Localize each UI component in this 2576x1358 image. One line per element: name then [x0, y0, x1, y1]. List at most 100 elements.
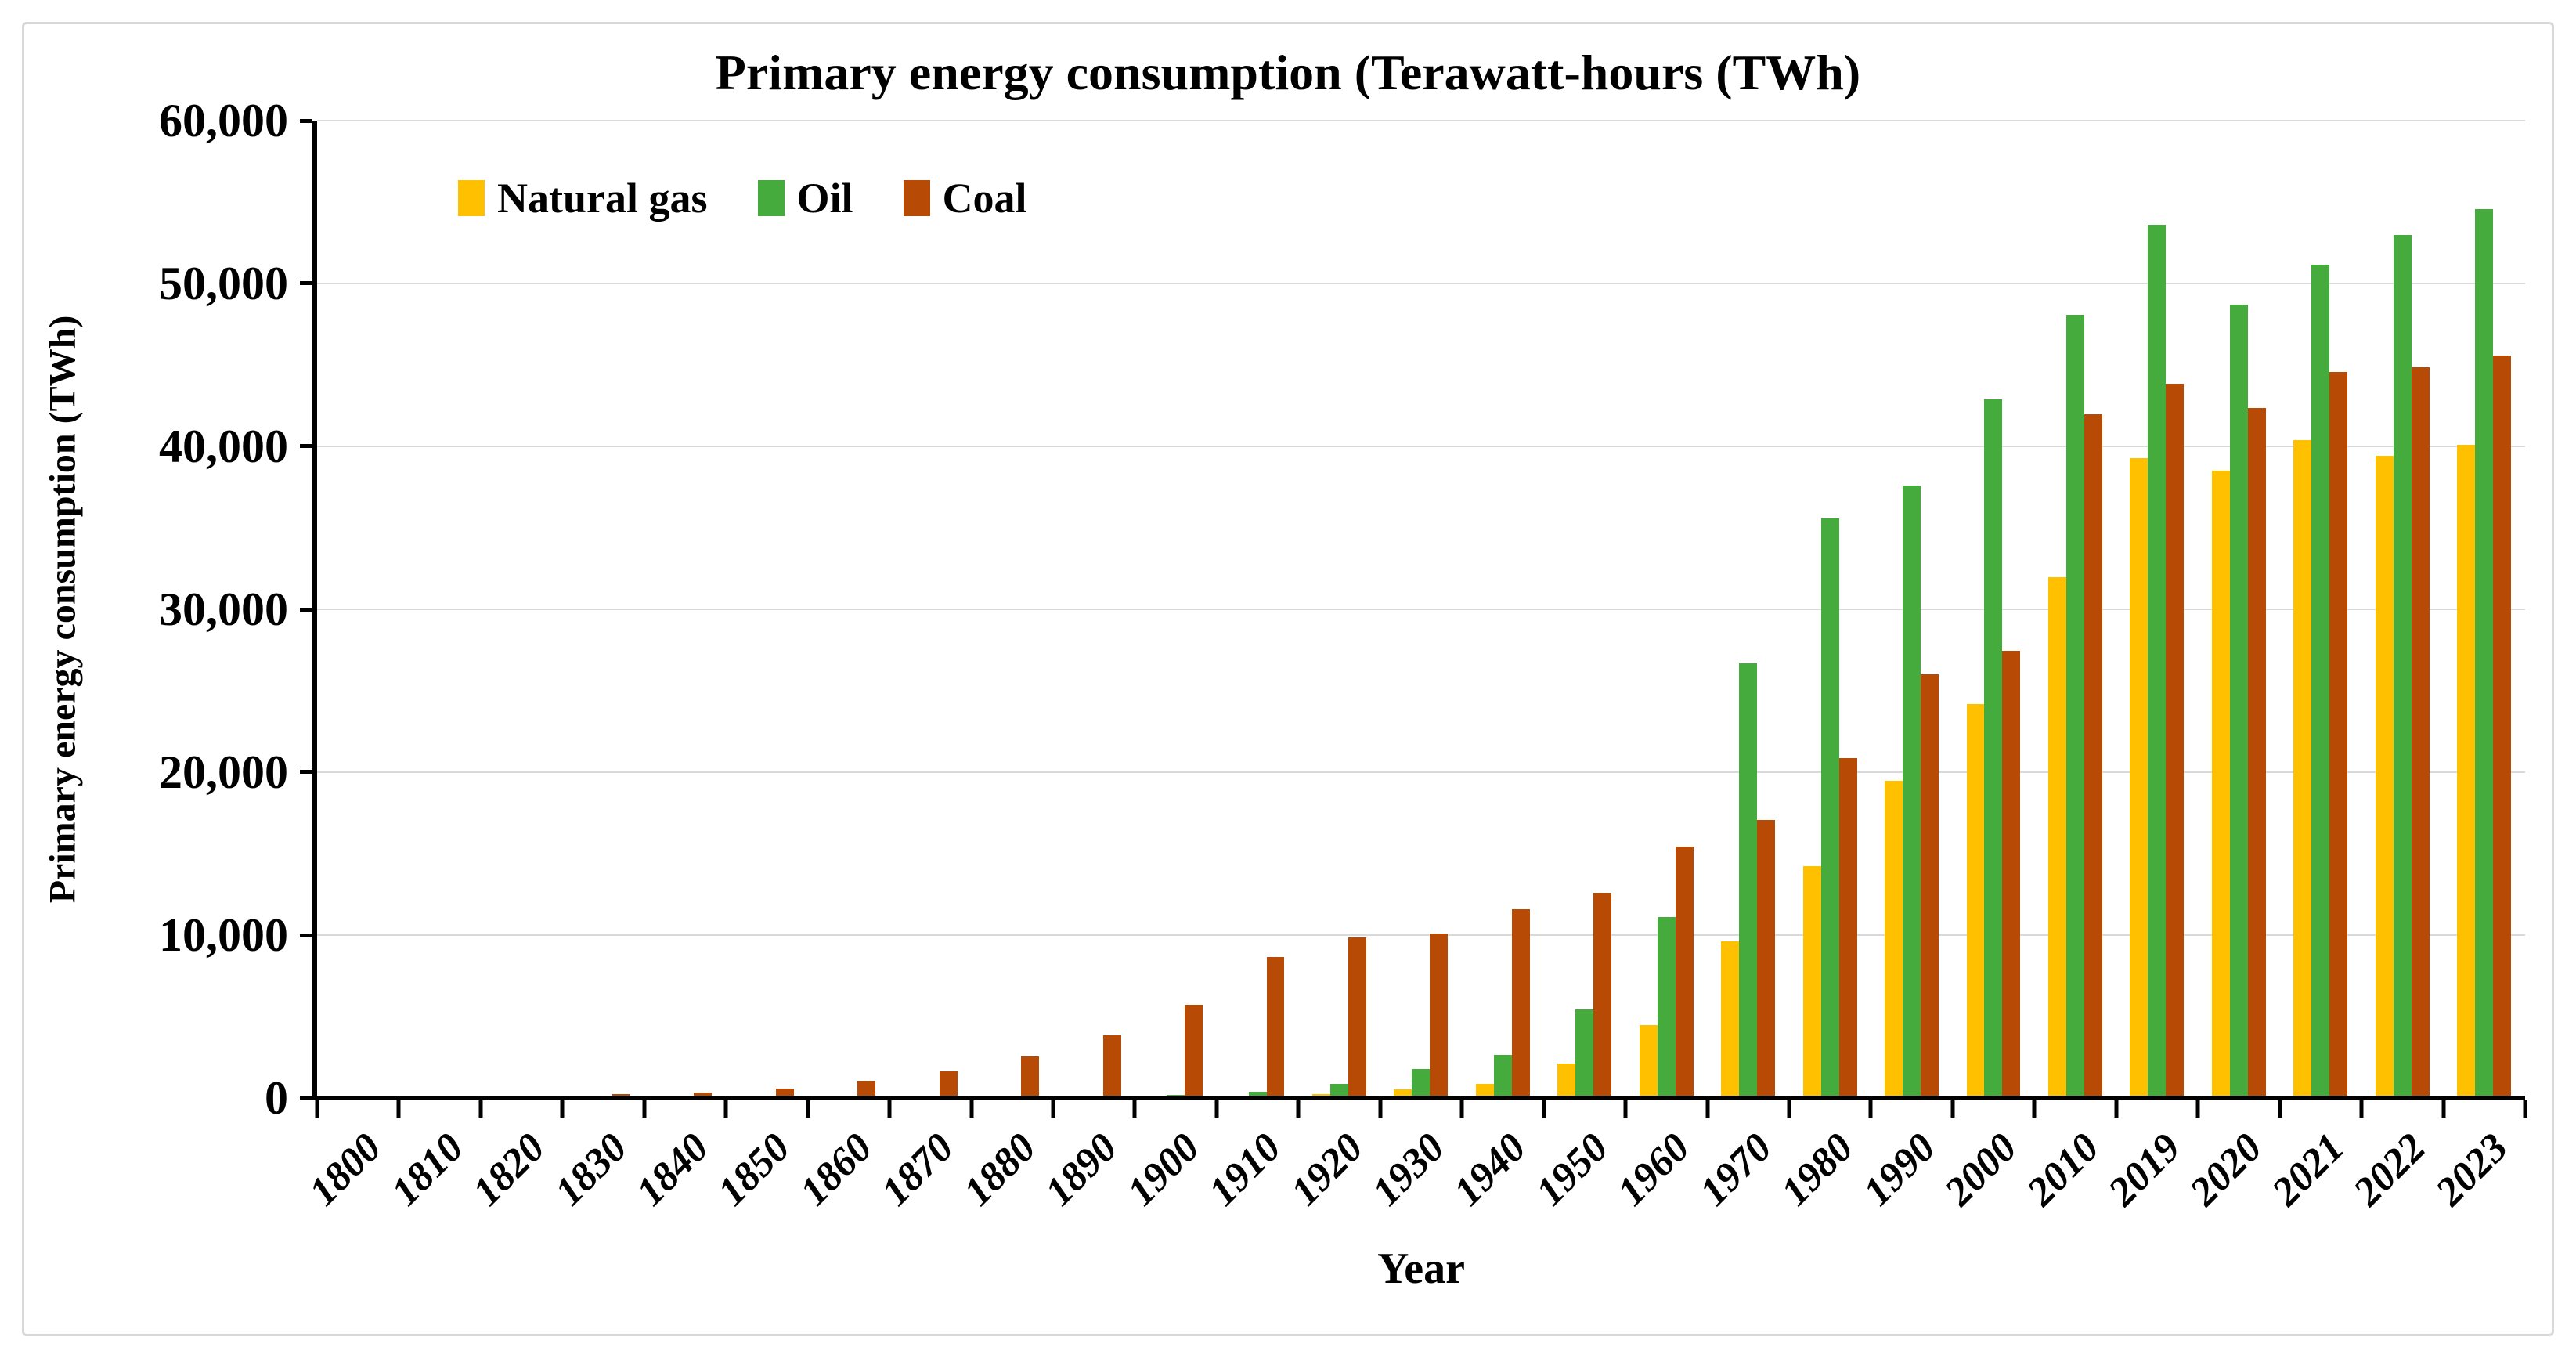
x-tick-19 [1868, 1100, 1873, 1118]
x-tick-26 [2441, 1100, 2446, 1118]
y-tick-label-60000: 60,000 [159, 95, 288, 146]
legend-label-natural-gas: Natural gas [497, 175, 708, 222]
x-tick-label-text: 1840 [628, 1125, 718, 1215]
legend-label-coal: Coal [942, 175, 1027, 222]
bar-coal-1910 [1266, 956, 1285, 1098]
x-tick-label-text: 1980 [1773, 1125, 1863, 1215]
bar-oil-1990 [1903, 486, 1921, 1098]
gridline-20000 [317, 771, 2525, 773]
x-tick-label-text: 1910 [1200, 1125, 1290, 1215]
bar-oil-2022 [2393, 235, 2412, 1098]
bar-coal-1980 [1838, 758, 1857, 1098]
bar-oil-1910 [1248, 1091, 1267, 1098]
legend-item-natural-gas: Natural gas [458, 174, 708, 222]
y-tick-label-10000: 10,000 [159, 909, 288, 961]
bar-natural-gas-1980 [1802, 865, 1821, 1098]
bar-group-1880 [972, 121, 1053, 1098]
bar-coal-1880 [1021, 1056, 1040, 1098]
x-tick-label-text: 1830 [546, 1125, 636, 1215]
bar-coal-2021 [2329, 372, 2348, 1098]
legend-item-coal: Coal [903, 174, 1027, 222]
bar-group-2021 [2280, 121, 2361, 1098]
bar-coal-1870 [939, 1071, 958, 1098]
x-tick-25 [2359, 1100, 2364, 1118]
x-tick-9 [1051, 1100, 1055, 1118]
legend-label-oil: Oil [796, 175, 853, 222]
x-tick-5 [723, 1100, 728, 1118]
bar-coal-2019 [2166, 384, 2185, 1098]
x-tick-3 [560, 1100, 565, 1118]
bar-group-1830 [562, 121, 644, 1098]
bar-coal-2023 [2493, 356, 2512, 1098]
bar-group-1970 [1707, 121, 1788, 1098]
x-tick-7 [887, 1100, 892, 1118]
bar-oil-2020 [2229, 304, 2248, 1098]
bar-group-1960 [1625, 121, 1707, 1098]
x-tick-label-text: 2020 [2181, 1125, 2271, 1215]
bar-coal-1900 [1185, 1004, 1203, 1098]
x-axis-line [312, 1096, 2525, 1100]
y-tick-60000 [300, 118, 312, 123]
x-tick-15 [1542, 1100, 1546, 1118]
x-tick-13 [1378, 1100, 1383, 1118]
x-tick-label-text: 1850 [709, 1125, 799, 1215]
bar-natural-gas-1930 [1394, 1089, 1412, 1098]
gridline-30000 [317, 609, 2525, 610]
x-tick-label-text: 2019 [2100, 1125, 2190, 1215]
bar-group-1920 [1298, 121, 1380, 1098]
bar-group-1990 [1871, 121, 1952, 1098]
bar-natural-gas-1940 [1475, 1083, 1494, 1098]
bar-series-area [317, 121, 2525, 1098]
x-tick-label-text: 1970 [1690, 1125, 1780, 1215]
bar-oil-1950 [1575, 1009, 1594, 1098]
x-tick-label-text: 1930 [1364, 1125, 1454, 1215]
legend-swatch-oil [757, 180, 785, 216]
bar-oil-2000 [1984, 399, 2003, 1098]
bar-oil-1920 [1329, 1083, 1348, 1098]
x-tick-label-text: 1860 [792, 1125, 881, 1215]
x-tick-18 [1787, 1100, 1791, 1118]
x-tick-1 [396, 1100, 401, 1118]
gridline-50000 [317, 282, 2525, 284]
x-tick-label-text: 1810 [382, 1125, 472, 1215]
x-tick-21 [2032, 1100, 2037, 1118]
x-tick-6 [806, 1100, 810, 1118]
bar-oil-2019 [2148, 224, 2167, 1098]
bar-natural-gas-1970 [1721, 941, 1740, 1098]
bar-oil-2021 [2311, 264, 2330, 1098]
x-tick-10 [1132, 1100, 1137, 1118]
bar-oil-2010 [2065, 314, 2084, 1098]
bar-oil-1940 [1493, 1054, 1512, 1098]
bar-oil-1980 [1820, 518, 1839, 1098]
bar-group-1930 [1380, 121, 1462, 1098]
x-tick-23 [2195, 1100, 2200, 1118]
y-tick-label-40000: 40,000 [159, 421, 288, 472]
legend-item-oil: Oil [757, 174, 853, 222]
x-tick-label-text: 1870 [873, 1125, 963, 1215]
bar-group-2019 [2116, 121, 2198, 1098]
bar-coal-1850 [775, 1089, 794, 1098]
bar-coal-1990 [1921, 674, 1939, 1098]
bar-natural-gas-1960 [1639, 1025, 1658, 1098]
bar-coal-1940 [1511, 908, 1530, 1098]
bar-oil-1970 [1739, 663, 1758, 1098]
bar-coal-2020 [2247, 408, 2266, 1098]
bar-natural-gas-2023 [2457, 444, 2476, 1098]
x-tick-label-text: 1920 [1282, 1125, 1372, 1215]
bar-group-1890 [1053, 121, 1135, 1098]
x-tick-label-text: 1880 [954, 1125, 1044, 1215]
x-tick-label-text: 1940 [1445, 1125, 1535, 1215]
bar-group-1910 [1217, 121, 1298, 1098]
x-tick-label-text: 2023 [2426, 1125, 2516, 1215]
y-tick-label-50000: 50,000 [159, 258, 288, 309]
bar-oil-2023 [2475, 209, 2494, 1098]
bar-oil-1930 [1412, 1069, 1431, 1098]
x-tick-label-text: 1990 [1854, 1125, 1944, 1215]
bar-coal-1920 [1348, 937, 1366, 1098]
x-tick-label-text: 2010 [2018, 1125, 2108, 1215]
x-tick-16 [1623, 1100, 1628, 1118]
bar-natural-gas-2000 [1966, 704, 1985, 1098]
bar-group-1810 [399, 121, 480, 1098]
y-tick-10000 [300, 933, 312, 937]
x-tick-17 [1705, 1100, 1710, 1118]
